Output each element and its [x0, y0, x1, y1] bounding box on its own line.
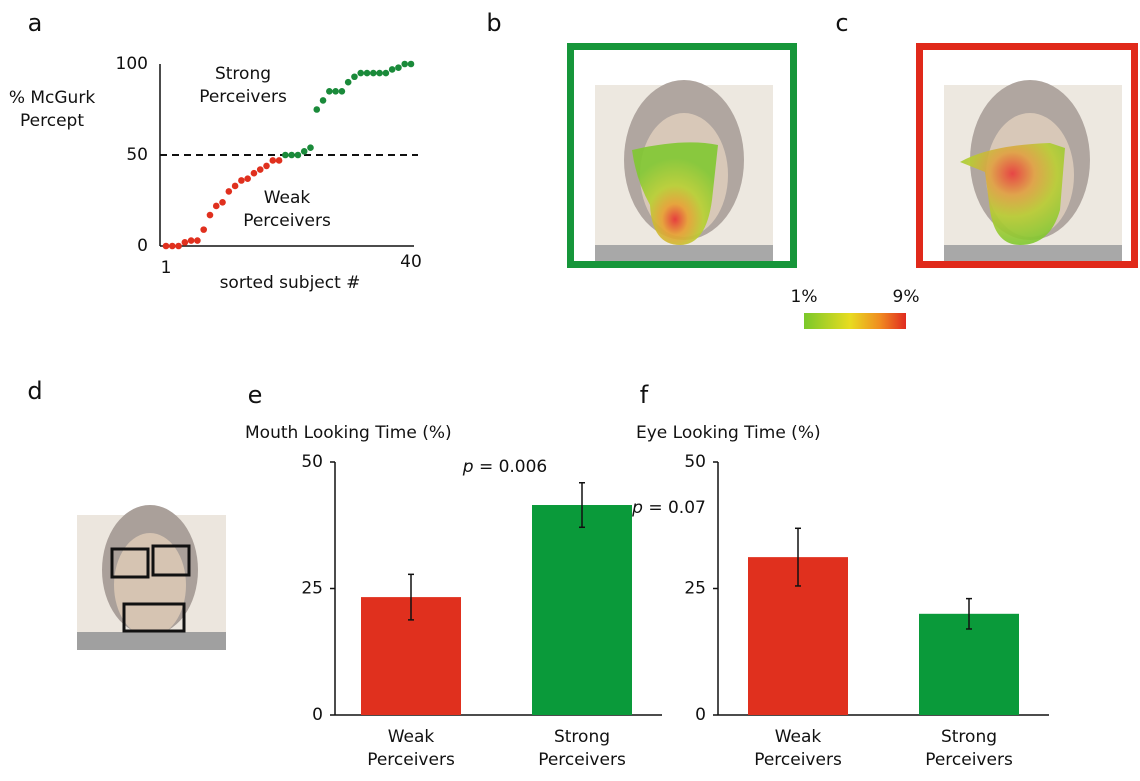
data-point [219, 199, 226, 206]
data-point [407, 60, 415, 68]
bar [532, 505, 632, 715]
series-label: Weak Perceivers [243, 188, 331, 231]
data-point [338, 88, 346, 95]
frame-c [916, 43, 1138, 268]
data-point [175, 242, 182, 250]
colorbar [804, 313, 906, 329]
data-point [238, 177, 245, 184]
data-point [181, 239, 189, 246]
data-point [187, 237, 195, 244]
error-bar [966, 597, 972, 630]
data-point [212, 202, 220, 210]
data-point [288, 151, 295, 159]
panel-label: e [247, 381, 263, 409]
data-point [319, 97, 327, 104]
y-tick-label: 50 [126, 145, 148, 165]
y-tick-label: 0 [137, 236, 148, 256]
data-point [351, 73, 358, 81]
data-point [395, 64, 402, 71]
y-tick-label: 100 [116, 54, 148, 74]
data-point [206, 211, 214, 219]
y-tick-label: 50 [301, 452, 323, 472]
x-tick-label: Weak Perceivers [367, 727, 455, 770]
data-point [275, 157, 283, 164]
error-bar [795, 527, 801, 587]
data-point [244, 175, 251, 182]
data-point [194, 237, 201, 244]
data-point [307, 144, 314, 152]
data-point [313, 106, 321, 113]
data-point [200, 226, 207, 233]
data-point [332, 88, 339, 95]
annotation: p = 0.07 [631, 498, 706, 518]
data-point [250, 169, 258, 177]
data-point [263, 162, 270, 170]
face-image-d [77, 505, 226, 650]
panel-label: d [27, 377, 43, 405]
data-point [231, 182, 239, 190]
frame-b [567, 43, 797, 268]
bar [919, 613, 1019, 715]
face-image-b [595, 80, 773, 263]
data-point [168, 242, 176, 250]
data-point [382, 69, 390, 77]
series-label: Strong Perceivers [199, 64, 287, 107]
x-tick-label: 1 [161, 258, 172, 278]
x-axis-label: sorted subject # [220, 273, 361, 293]
data-point [300, 148, 308, 155]
y-tick-label: 50 [684, 452, 706, 472]
y-tick-label: 25 [684, 579, 706, 599]
y-tick-label: 0 [695, 705, 706, 725]
x-tick-label: Strong Perceivers [925, 727, 1013, 770]
data-point [388, 66, 396, 73]
chart-title: Eye Looking Time (%) [636, 423, 821, 443]
data-point [344, 78, 352, 86]
data-point [256, 166, 264, 173]
annotation: p = 0.006 [462, 457, 548, 477]
colorbar-label: 1% [791, 287, 818, 307]
y-tick-label: 25 [301, 579, 323, 599]
data-point [282, 151, 289, 159]
data-point [376, 69, 383, 77]
panel-label: f [639, 381, 649, 409]
panel-label: c [835, 9, 849, 37]
data-point [225, 188, 233, 195]
annotation-text: = 0.006 [479, 457, 547, 477]
chart-title: Mouth Looking Time (%) [245, 423, 452, 443]
colorbar-label: 9% [893, 287, 920, 307]
data-point [370, 69, 377, 77]
data-point [357, 69, 365, 77]
data-point [162, 242, 170, 250]
x-tick-label: 40 [400, 252, 422, 272]
panel-label: b [486, 9, 502, 37]
data-point [401, 60, 409, 68]
panel-label: a [27, 9, 43, 37]
face-image-c [944, 80, 1122, 263]
annotation-symbol: p [631, 498, 643, 518]
data-point [294, 151, 302, 159]
x-tick-label: Strong Perceivers [538, 727, 626, 770]
y-tick-label: 0 [312, 705, 323, 725]
annotation-symbol: p [462, 457, 474, 477]
error-bar [579, 481, 585, 529]
data-point [269, 157, 277, 164]
error-bar [408, 573, 414, 621]
x-tick-label: Weak Perceivers [754, 727, 842, 770]
data-point [363, 69, 371, 77]
annotation-text: = 0.07 [648, 498, 706, 518]
data-point [326, 88, 333, 95]
y-axis-label: % McGurk Percept [8, 88, 96, 131]
